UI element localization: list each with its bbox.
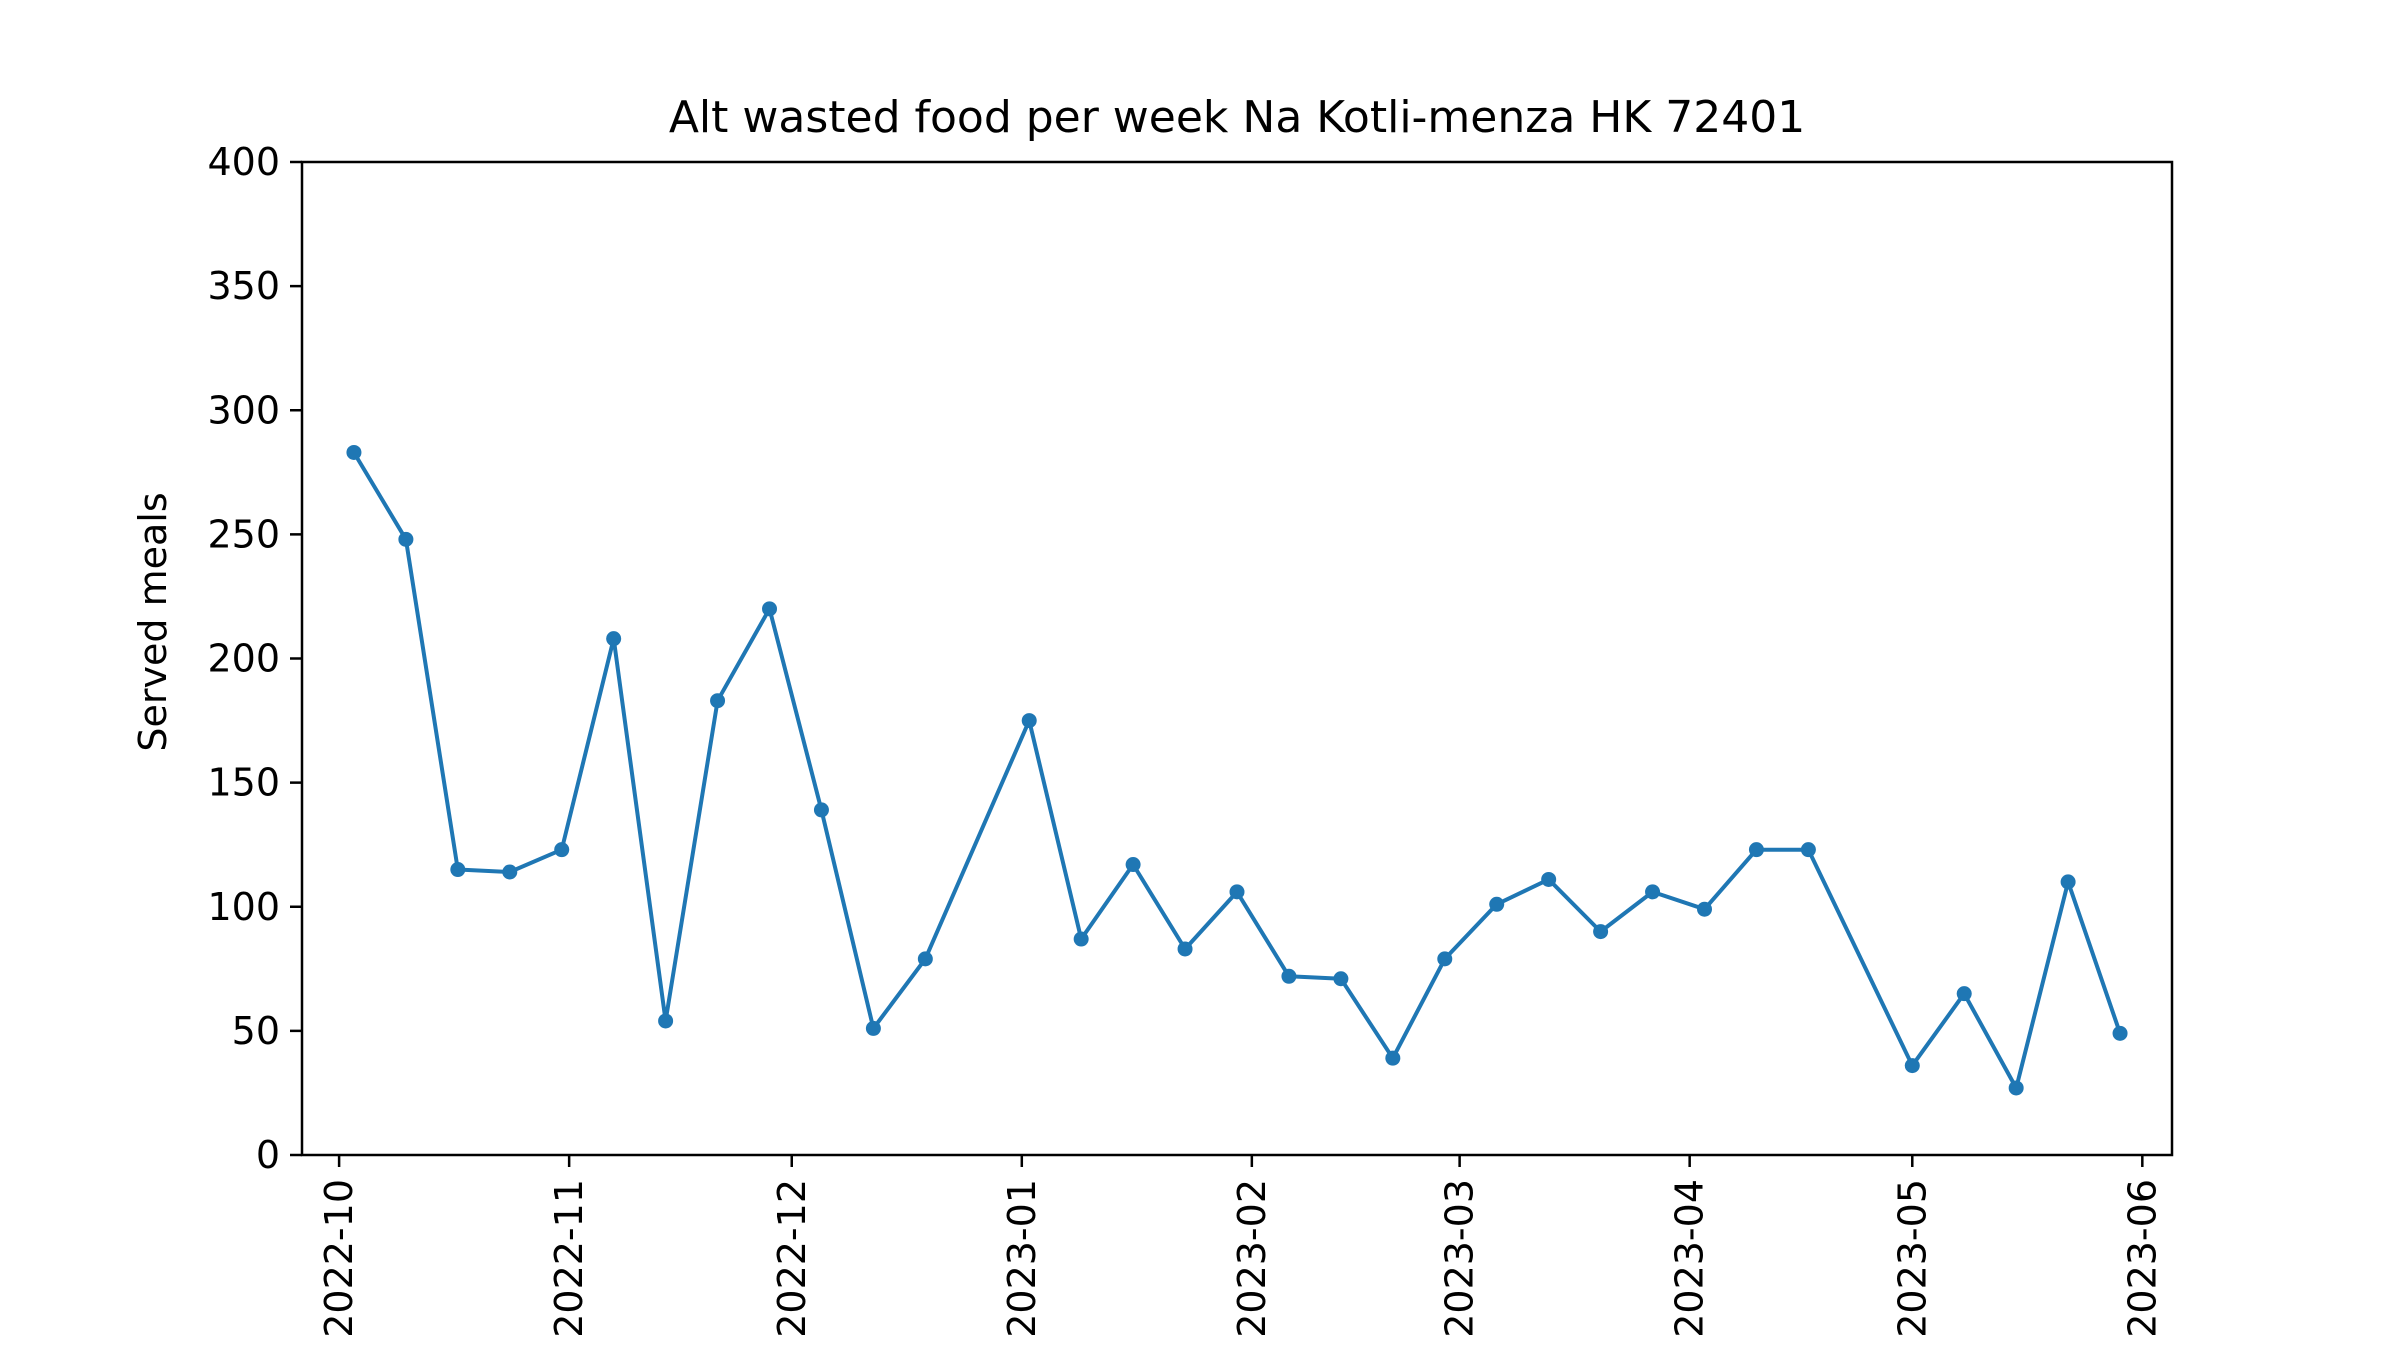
y-tick-label: 300 [207,388,280,432]
data-point [398,531,414,547]
y-tick-label: 250 [207,512,280,556]
data-point [1125,857,1141,873]
plot-frame [300,160,2174,1157]
data-point [658,1013,674,1029]
data-point [1437,951,1453,967]
data-point [1904,1058,1920,1074]
series-line [351,449,2123,1090]
x-tick-label: 2023-03 [1438,1179,1482,1338]
y-tick-label: 400 [207,140,280,184]
data-point [1021,713,1037,729]
data-point [1697,901,1712,917]
data-point [710,693,726,709]
chart-title: Alt wasted food per week Na Kotli-menza … [669,92,1805,143]
x-tick-label: 2023-01 [1000,1179,1044,1338]
y-tick-label: 200 [207,637,280,681]
x-tick-label: 2022-12 [770,1179,814,1338]
data-point [2008,1080,2024,1096]
data-point [346,444,362,460]
y-tick-label: 150 [207,761,280,805]
y-tick-label: 350 [207,264,280,308]
x-tick-label: 2023-06 [2120,1179,2164,1338]
data-point [1229,884,1245,900]
data-point [606,631,622,647]
data-point [1281,968,1297,984]
data-point [1748,842,1764,858]
data-point [2060,874,2076,890]
data-point [1645,884,1661,900]
y-tick-label: 100 [207,885,280,929]
data-point [450,862,466,878]
data-point [1333,971,1349,987]
data-point [1489,896,1505,912]
x-tick-label: 2023-04 [1668,1179,1712,1338]
y-axis-label: Served meals [131,492,175,751]
data-point [1956,986,1972,1002]
data-point [865,1020,881,1036]
data-point [917,951,933,967]
x-tick-label: 2022-11 [547,1179,591,1338]
x-tick-label: 2022-10 [317,1179,361,1338]
data-point [762,601,777,617]
data-point [554,842,570,858]
data-point [502,864,518,880]
data-point [813,802,829,818]
data-point [1800,842,1816,858]
y-tick-label: 50 [232,1009,280,1053]
y-axis: 0 50 100 150 200 250 300 350 400 [207,140,302,1177]
data-point [1593,924,1609,940]
data-point [1385,1050,1401,1066]
y-tick-label: 0 [256,1133,280,1177]
data-point [1541,871,1557,887]
data-point [1073,931,1089,947]
x-tick-label: 2023-05 [1890,1179,1934,1338]
x-tick-label: 2023-02 [1230,1179,1274,1338]
data-point [1177,941,1193,957]
x-axis: 2022-10 2022-11 2022-12 2023-01 2023-02 2023-… [317,1155,2164,1338]
data-point [2112,1025,2128,1041]
series-layer [346,444,2128,1096]
